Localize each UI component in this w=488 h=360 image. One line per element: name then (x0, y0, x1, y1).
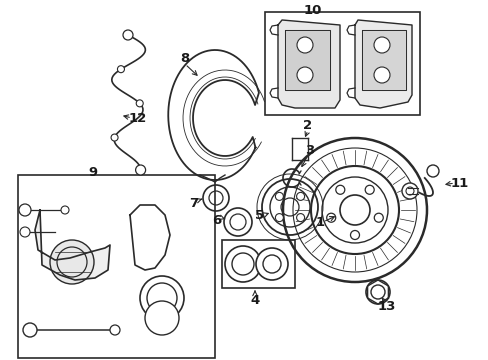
Circle shape (117, 66, 124, 73)
Circle shape (335, 185, 344, 194)
Polygon shape (35, 210, 110, 280)
Bar (18, 175, 215, 358)
Circle shape (275, 213, 283, 222)
Circle shape (20, 227, 30, 237)
Circle shape (296, 67, 312, 83)
Bar (264, 12, 419, 115)
Circle shape (123, 30, 133, 40)
Circle shape (350, 230, 359, 239)
Bar (222, 240, 294, 288)
Circle shape (373, 67, 389, 83)
Circle shape (111, 134, 118, 141)
Polygon shape (354, 20, 411, 108)
Text: 13: 13 (377, 301, 395, 314)
Circle shape (19, 204, 31, 216)
Circle shape (373, 213, 383, 222)
Circle shape (61, 206, 69, 214)
Polygon shape (278, 20, 339, 108)
Circle shape (426, 165, 438, 177)
Circle shape (296, 37, 312, 53)
Circle shape (135, 165, 145, 175)
Text: 1: 1 (315, 216, 324, 229)
Circle shape (401, 183, 417, 199)
Text: 7: 7 (189, 197, 198, 210)
Circle shape (275, 192, 283, 201)
Polygon shape (285, 30, 329, 90)
Text: 4: 4 (250, 293, 259, 306)
Circle shape (23, 323, 37, 337)
Polygon shape (361, 30, 405, 90)
Text: 12: 12 (129, 112, 147, 125)
Circle shape (373, 37, 389, 53)
Text: 5: 5 (255, 208, 264, 221)
Text: 9: 9 (88, 166, 98, 179)
Circle shape (256, 248, 287, 280)
Circle shape (365, 185, 373, 194)
Circle shape (296, 192, 304, 201)
Circle shape (140, 276, 183, 320)
Text: 11: 11 (450, 176, 468, 189)
Text: 2: 2 (303, 118, 312, 131)
Circle shape (326, 213, 335, 222)
Circle shape (136, 100, 143, 107)
Circle shape (224, 246, 261, 282)
Circle shape (145, 301, 179, 335)
Circle shape (50, 240, 94, 284)
Text: 3: 3 (305, 144, 314, 157)
Text: 6: 6 (212, 213, 221, 226)
Circle shape (365, 280, 389, 304)
Circle shape (296, 213, 304, 222)
Circle shape (110, 325, 120, 335)
Text: 8: 8 (180, 51, 189, 64)
Text: 10: 10 (303, 4, 322, 17)
